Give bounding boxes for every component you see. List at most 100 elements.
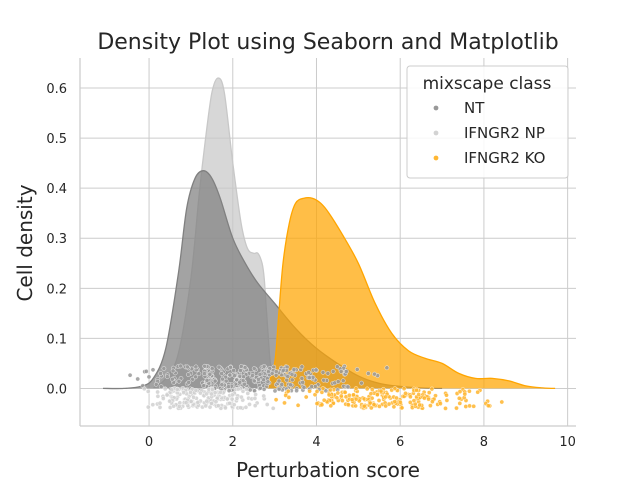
strip-point-ifngr2-ko — [443, 406, 448, 411]
strip-point-ifngr2-np — [227, 400, 232, 406]
strip-point-nt — [184, 364, 190, 370]
chart-title: Density Plot using Seaborn and Matplotli… — [97, 30, 558, 55]
density-area-nt — [103, 170, 443, 389]
strip-point-ifngr2-np — [169, 387, 175, 393]
strip-point-ifngr2-ko — [303, 394, 309, 400]
strip-point-ifngr2-ko — [392, 399, 398, 404]
strip-point-nt — [289, 377, 295, 383]
strip-point-nt — [340, 378, 346, 384]
strip-point-nt — [280, 367, 286, 373]
strip-point-ifngr2-np — [162, 386, 168, 392]
strip-point-nt — [251, 378, 257, 384]
strip-point-ifngr2-ko — [391, 404, 397, 410]
strip-point-ifngr2-np — [243, 404, 249, 410]
strip-point-ifngr2-ko — [428, 403, 433, 408]
density-line-ifngr2-ko — [265, 196, 556, 390]
strip-point-ifngr2-np — [183, 400, 189, 406]
y-tick-label: 0.0 — [46, 382, 67, 397]
strip-point-nt — [164, 374, 170, 380]
strip-point-nt — [143, 369, 149, 374]
strip-point-nt — [176, 378, 182, 384]
y-tick-label: 0.4 — [46, 182, 67, 197]
strip-point-nt — [285, 374, 291, 379]
strip-point-nt — [309, 384, 315, 389]
strip-point-nt — [306, 375, 312, 381]
strip-point-ifngr2-np — [245, 391, 251, 396]
strip-point-nt — [299, 364, 305, 370]
strip-point-ifngr2-np — [171, 403, 176, 409]
strip-point-ifngr2-ko — [321, 397, 327, 403]
strip-point-ifngr2-np — [157, 405, 163, 410]
strip-point-nt — [272, 388, 278, 394]
strip-point-ifngr2-ko — [422, 395, 427, 401]
strip-point-ifngr2-ko — [273, 397, 279, 403]
strip-point-ifngr2-ko — [328, 403, 334, 409]
strip-point-ifngr2-ko — [326, 392, 332, 398]
strip-point-ifngr2-np — [270, 405, 276, 411]
strip-point-nt — [261, 377, 266, 383]
strip-point-nt — [354, 367, 360, 372]
strip-point-nt — [204, 378, 210, 383]
strip-point-nt — [289, 371, 295, 377]
strip-point-ifngr2-ko — [367, 400, 373, 406]
strip-point-nt — [193, 364, 199, 370]
strip-point-ifngr2-ko — [417, 402, 423, 408]
strip-point-ifngr2-ko — [371, 402, 377, 407]
strip-point-nt — [193, 374, 198, 380]
strip-point-ifngr2-np — [234, 396, 240, 401]
strip-point-nt — [227, 372, 233, 378]
legend-marker-ifngr2-ko — [433, 155, 439, 161]
strip-point-ifngr2-np — [167, 398, 172, 404]
strip-point-nt — [276, 378, 282, 384]
strip-point-ifngr2-np — [176, 403, 182, 409]
strip-point-ifngr2-np — [215, 403, 221, 409]
strip-point-ifngr2-np — [252, 396, 258, 401]
strip-point-ifngr2-np — [243, 386, 249, 392]
strip-point-ifngr2-np — [174, 387, 180, 392]
strip-point-nt — [344, 369, 349, 374]
strip-point-nt — [228, 364, 233, 370]
strip-point-ifngr2-ko — [407, 400, 413, 405]
strip-point-ifngr2-ko — [345, 402, 351, 407]
strip-point-nt — [257, 371, 263, 377]
strip-point-nt — [161, 366, 167, 371]
strip-point-ifngr2-ko — [340, 398, 345, 403]
strip-point-ifngr2-np — [188, 398, 194, 404]
strip-point-ifngr2-np — [223, 405, 228, 411]
strip-point-nt — [273, 369, 279, 374]
strip-point-ifngr2-np — [235, 386, 241, 392]
strip-point-ifngr2-ko — [368, 405, 374, 411]
y-tick-label: 0.3 — [46, 232, 67, 247]
strip-point-nt — [251, 366, 257, 371]
strip-point-nt — [288, 382, 293, 388]
strip-point-nt — [150, 367, 156, 373]
strip-point-nt — [178, 363, 183, 369]
strip-point-nt — [345, 384, 351, 390]
strip-point-nt — [212, 378, 218, 384]
strip-point-ifngr2-ko — [398, 399, 403, 405]
strip-point-ifngr2-ko — [377, 404, 382, 409]
strip-point-ifngr2-np — [145, 404, 151, 410]
strip-point-ifngr2-np — [261, 393, 267, 399]
strip-point-ifngr2-ko — [335, 390, 341, 396]
strip-point-nt — [313, 367, 319, 373]
strip-point-nt — [207, 371, 213, 377]
strip-point-nt — [238, 368, 243, 373]
strip-point-ifngr2-ko — [392, 386, 398, 391]
strip-point-ifngr2-ko — [403, 390, 408, 396]
strip-point-nt — [261, 386, 267, 392]
y-tick-label: 0.2 — [46, 282, 67, 297]
strip-point-ifngr2-np — [204, 398, 210, 404]
strip-point-ifngr2-ko — [376, 398, 382, 403]
y-tick-label: 0.5 — [46, 132, 67, 147]
strip-point-nt — [269, 371, 275, 376]
strip-point-nt — [158, 371, 163, 376]
legend-box — [406, 65, 569, 179]
strip-point-ifngr2-np — [188, 389, 193, 395]
strip-point-ifngr2-np — [209, 401, 214, 406]
strip-point-ifngr2-np — [253, 392, 258, 397]
strip-point-ifngr2-ko — [282, 400, 287, 406]
strip-point-nt — [279, 382, 285, 387]
strip-point-nt — [185, 372, 191, 377]
